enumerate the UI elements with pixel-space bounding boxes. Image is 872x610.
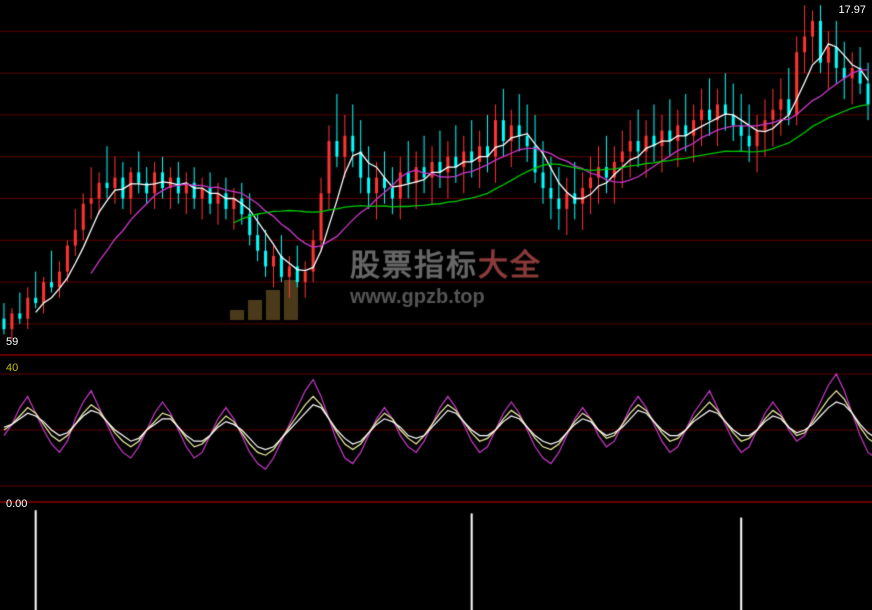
stock-chart-canvas: [0, 0, 872, 610]
